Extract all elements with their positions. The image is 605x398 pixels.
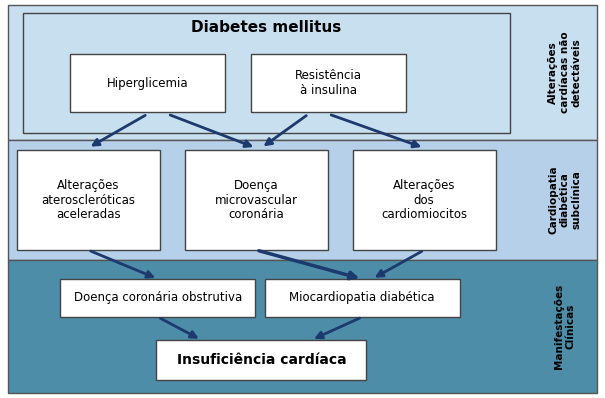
Bar bbox=[8, 5, 597, 140]
Text: Doença
microvascular
coronária: Doença microvascular coronária bbox=[215, 178, 298, 222]
Bar bbox=[251, 54, 406, 112]
Text: Miocardiopatia diabética: Miocardiopatia diabética bbox=[289, 291, 435, 304]
Text: Alterações
cardíacas não
detectáveis: Alterações cardíacas não detectáveis bbox=[548, 32, 581, 113]
Bar bbox=[70, 54, 225, 112]
Text: Doença coronária obstrutiva: Doença coronária obstrutiva bbox=[74, 291, 242, 304]
Bar bbox=[23, 13, 510, 133]
Text: Diabetes mellitus: Diabetes mellitus bbox=[191, 20, 342, 35]
Text: Cardiopatia
diabética
subclínica: Cardiopatia diabética subclínica bbox=[548, 166, 581, 234]
Text: Alterações
dos
cardiomiocitos: Alterações dos cardiomiocitos bbox=[381, 178, 467, 222]
Text: Manifestações
Clínicas: Manifestações Clínicas bbox=[554, 284, 576, 369]
Bar bbox=[8, 260, 597, 393]
Bar bbox=[60, 279, 255, 317]
Bar bbox=[185, 150, 328, 250]
Text: Alterações
ateroscleróticas
aceleradas: Alterações ateroscleróticas aceleradas bbox=[41, 178, 135, 222]
Text: Insuficiência cardíaca: Insuficiência cardíaca bbox=[177, 353, 346, 367]
Bar bbox=[16, 150, 160, 250]
Bar bbox=[8, 140, 597, 260]
Text: Resistência
à insulina: Resistência à insulina bbox=[295, 69, 362, 97]
Bar bbox=[353, 150, 495, 250]
Bar bbox=[156, 340, 367, 380]
Bar bbox=[264, 279, 460, 317]
Text: Hiperglicemia: Hiperglicemia bbox=[106, 76, 188, 90]
